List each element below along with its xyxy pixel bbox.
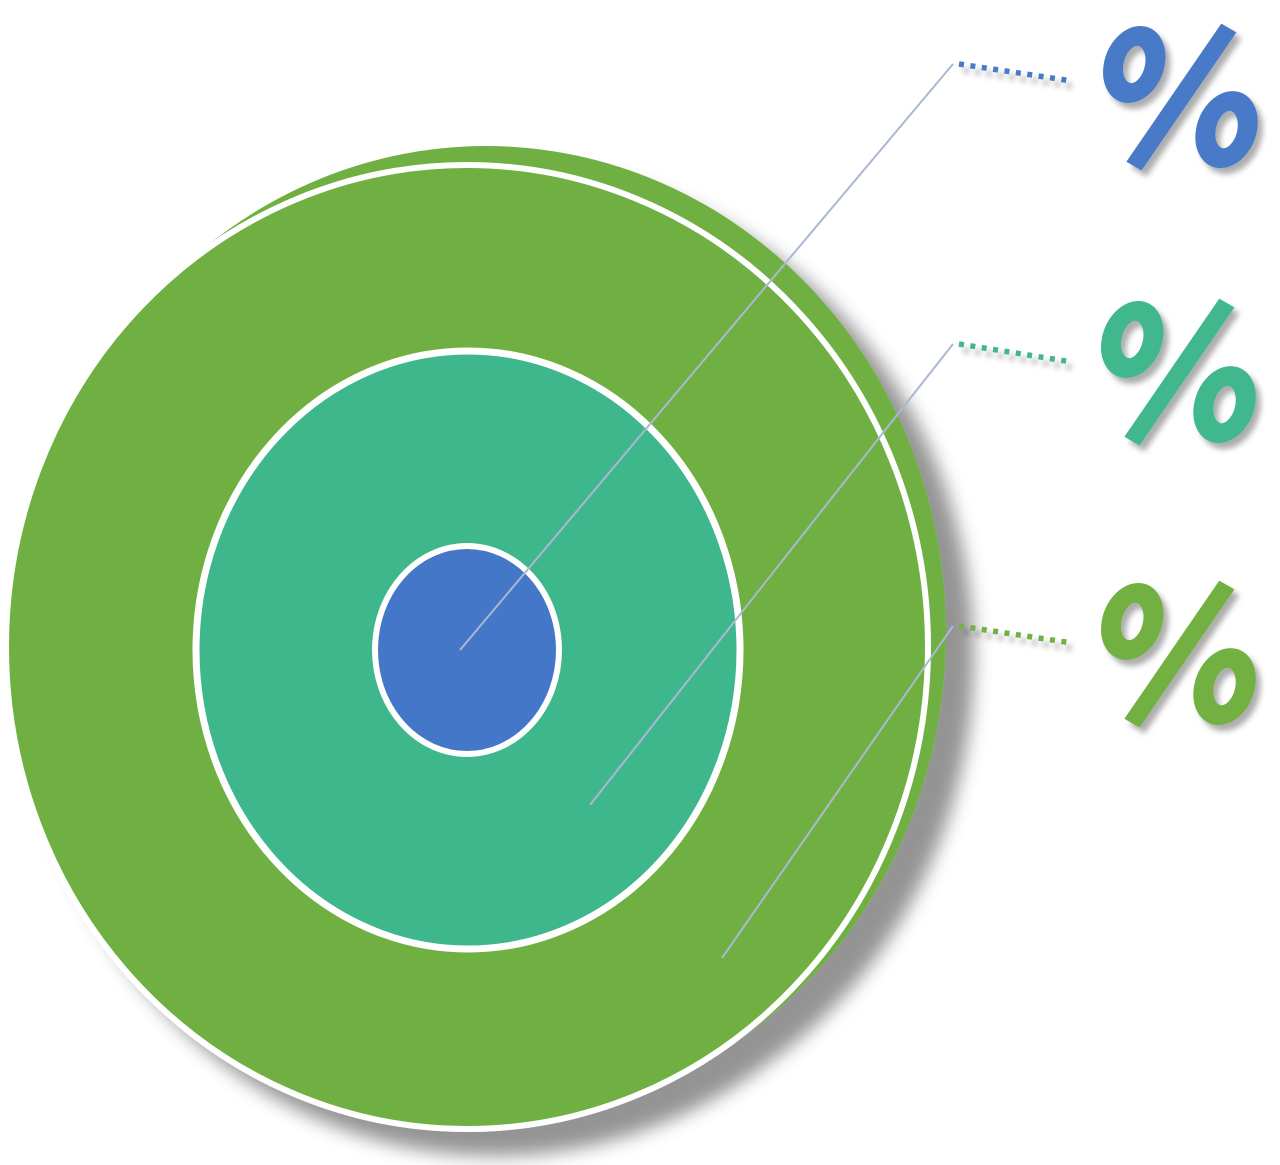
percent-label-outer — [1095, 585, 1261, 723]
dotted-line-middle — [958, 341, 1073, 365]
percent-label-inner — [1097, 28, 1263, 166]
leader-line-outer — [721, 625, 954, 959]
dotted-line-outer — [958, 623, 1073, 646]
percent-label-middle — [1095, 303, 1261, 441]
leader-line-middle — [589, 343, 954, 806]
dotted-line-inner — [958, 61, 1073, 84]
inner-circle-disc — [372, 543, 562, 757]
leader-line-inner — [459, 63, 954, 651]
